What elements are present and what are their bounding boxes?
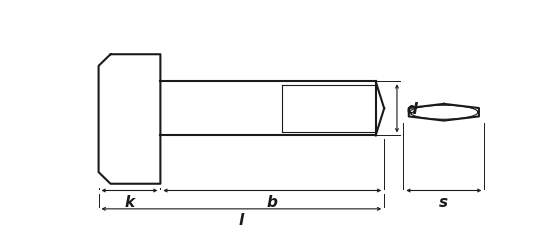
Text: s: s <box>439 194 448 209</box>
Text: d: d <box>406 102 417 116</box>
Text: l: l <box>239 212 244 227</box>
Text: b: b <box>267 194 278 209</box>
Text: k: k <box>124 194 135 209</box>
